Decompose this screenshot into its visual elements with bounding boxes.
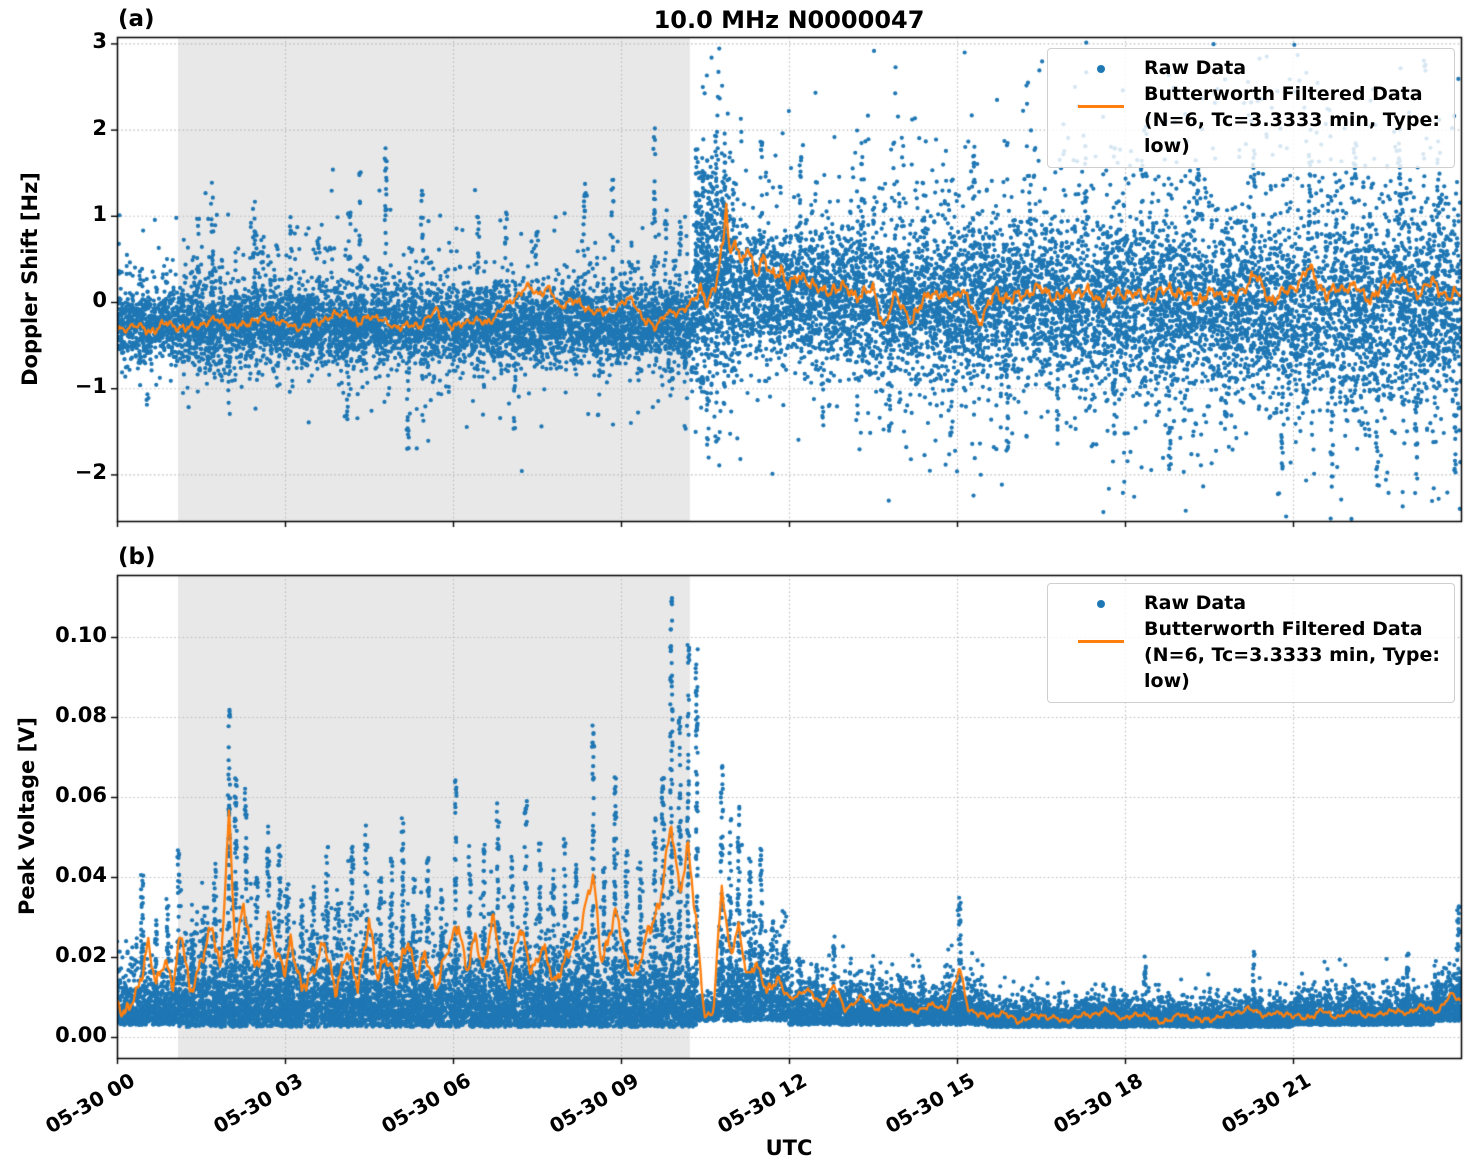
y-tick-label: 3 <box>92 29 107 54</box>
legend-raw-row: Raw Data <box>1058 55 1444 81</box>
panel-b-label: (b) <box>118 544 156 570</box>
panel-a-legend: Raw Data Butterworth Filtered Data (N=6,… <box>1047 48 1455 168</box>
panel-a-label: (a) <box>118 6 155 32</box>
y-tick-label: 0.00 <box>55 1023 107 1047</box>
y-tick-label: 0.04 <box>55 863 107 887</box>
x-axis-label: UTC <box>765 1136 813 1160</box>
y-tick-label: −1 <box>74 374 107 399</box>
legend-raw-label: Raw Data <box>1144 57 1247 79</box>
raw-dot-icon <box>1058 590 1144 608</box>
y-tick-label: 2 <box>92 115 107 140</box>
y-tick-label: 0.02 <box>55 943 107 967</box>
figure-title: 10.0 MHz N0000047 <box>653 6 925 34</box>
legend-raw-row: Raw Data <box>1058 590 1444 616</box>
filtered-line-icon <box>1058 616 1144 643</box>
legend-raw-label: Raw Data <box>1144 592 1247 614</box>
y-tick-label: 0 <box>92 288 107 312</box>
y-tick-label: 0.10 <box>55 623 107 647</box>
y-tick-label: 0.06 <box>55 783 107 807</box>
raw-dot-icon <box>1058 55 1144 73</box>
y-tick-label: 0.08 <box>55 703 107 727</box>
panel-b-legend: Raw Data Butterworth Filtered Data (N=6,… <box>1047 583 1455 703</box>
legend-filtered-label: Butterworth Filtered Data (N=6, Tc=3.333… <box>1144 83 1440 157</box>
legend-filtered-row: Butterworth Filtered Data (N=6, Tc=3.333… <box>1058 81 1444 159</box>
y-tick-label: −2 <box>74 460 107 485</box>
legend-filtered-row: Butterworth Filtered Data (N=6, Tc=3.333… <box>1058 616 1444 694</box>
filtered-line-icon <box>1058 81 1144 108</box>
legend-filtered-label: Butterworth Filtered Data (N=6, Tc=3.333… <box>1144 618 1440 692</box>
y-tick-label: 1 <box>92 201 107 226</box>
